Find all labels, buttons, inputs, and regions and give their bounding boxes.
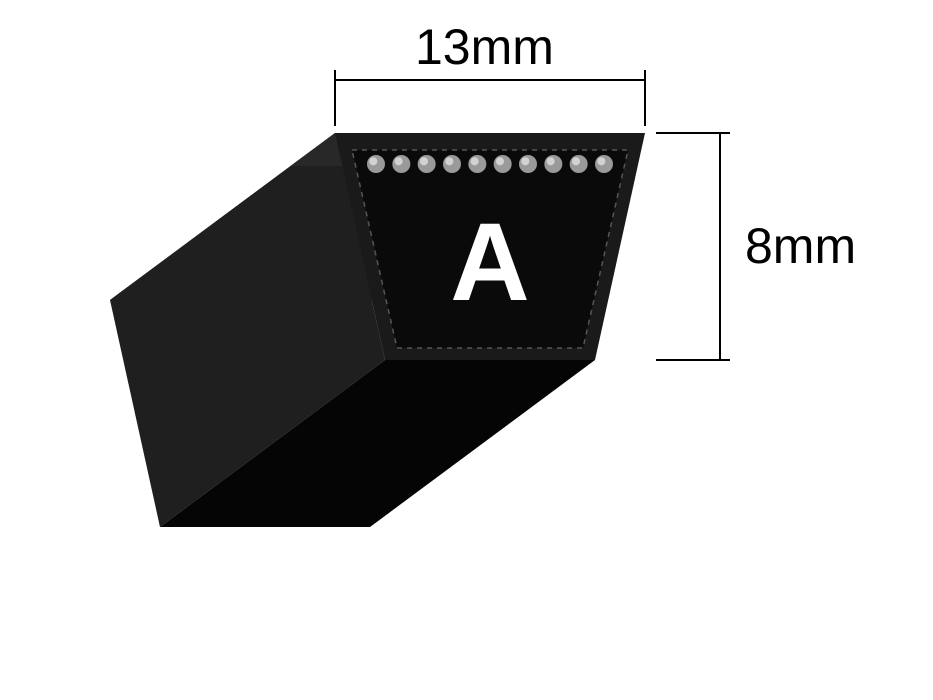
width-dimension-label: 13mm xyxy=(415,18,554,76)
belt-cross-section-diagram: A 13mm 8mm xyxy=(0,0,933,700)
belt-svg: A xyxy=(0,0,933,700)
height-dimension-label: 8mm xyxy=(745,217,856,275)
belt-section-letter: A xyxy=(450,201,529,324)
